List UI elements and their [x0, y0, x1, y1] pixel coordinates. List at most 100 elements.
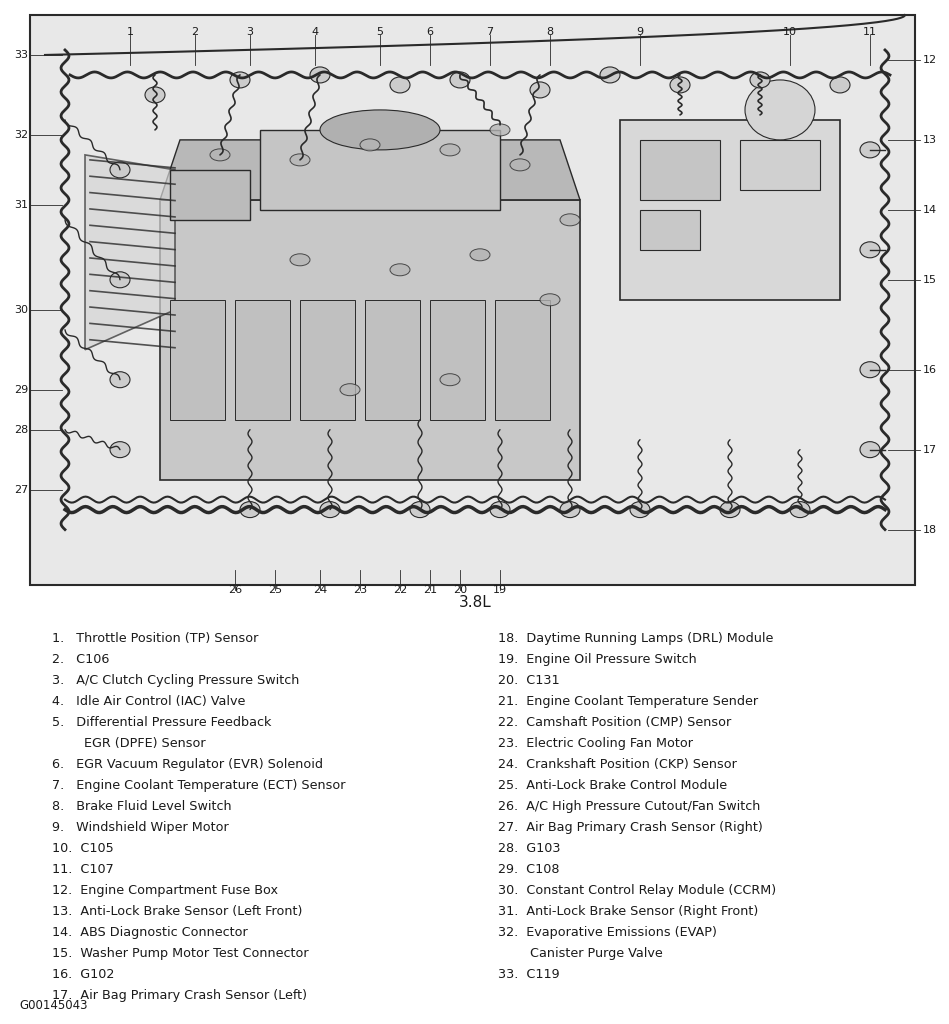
Text: 25.  Anti-Lock Brake Control Module: 25. Anti-Lock Brake Control Module	[498, 779, 727, 792]
Text: 3.   A/C Clutch Cycling Pressure Switch: 3. A/C Clutch Cycling Pressure Switch	[52, 674, 300, 687]
Ellipse shape	[110, 271, 130, 288]
Text: 4.   Idle Air Control (IAC) Valve: 4. Idle Air Control (IAC) Valve	[52, 694, 246, 708]
Text: EGR (DPFE) Sensor: EGR (DPFE) Sensor	[52, 737, 206, 750]
Text: Canister Purge Valve: Canister Purge Valve	[498, 947, 663, 961]
Text: 7: 7	[487, 27, 493, 37]
Ellipse shape	[540, 294, 560, 306]
Text: 21.  Engine Coolant Temperature Sender: 21. Engine Coolant Temperature Sender	[498, 694, 758, 708]
Ellipse shape	[530, 82, 550, 98]
Text: 6: 6	[426, 27, 434, 37]
Ellipse shape	[450, 72, 470, 88]
Ellipse shape	[145, 87, 165, 103]
Ellipse shape	[410, 502, 430, 517]
Text: 26.  A/C High Pressure Cutout/Fan Switch: 26. A/C High Pressure Cutout/Fan Switch	[498, 800, 760, 813]
Bar	[640, 210, 700, 250]
Text: 13.  Anti-Lock Brake Sensor (Left Front): 13. Anti-Lock Brake Sensor (Left Front)	[52, 905, 303, 919]
Ellipse shape	[860, 142, 880, 158]
Text: 3.8L: 3.8L	[458, 595, 492, 609]
Text: 4: 4	[311, 27, 319, 37]
Text: 22: 22	[393, 585, 407, 595]
Ellipse shape	[745, 80, 815, 140]
Text: 24: 24	[313, 585, 327, 595]
Text: 23.  Electric Cooling Fan Motor: 23. Electric Cooling Fan Motor	[498, 737, 693, 750]
Ellipse shape	[830, 77, 850, 93]
Text: 12: 12	[923, 55, 937, 65]
Text: 22.  Camshaft Position (CMP) Sensor: 22. Camshaft Position (CMP) Sensor	[498, 716, 732, 729]
Text: 11: 11	[863, 27, 877, 37]
Text: 16.  G102: 16. G102	[52, 968, 115, 981]
Text: 14: 14	[923, 205, 937, 215]
Ellipse shape	[560, 502, 580, 517]
Bar	[430, 300, 485, 420]
Ellipse shape	[750, 72, 770, 88]
Text: 17.  Air Bag Primary Crash Sensor (Left): 17. Air Bag Primary Crash Sensor (Left)	[52, 989, 307, 1002]
Text: 27: 27	[13, 484, 28, 495]
Ellipse shape	[110, 162, 130, 178]
Text: 29.  C108: 29. C108	[498, 863, 560, 876]
Bar	[235, 300, 290, 420]
Text: 7.   Engine Coolant Temperature (ECT) Sensor: 7. Engine Coolant Temperature (ECT) Sens…	[52, 779, 345, 792]
Bar	[170, 170, 250, 220]
Text: 15: 15	[923, 274, 937, 285]
Text: 30: 30	[14, 305, 28, 314]
Text: 31.  Anti-Lock Brake Sensor (Right Front): 31. Anti-Lock Brake Sensor (Right Front)	[498, 905, 758, 919]
Text: 2: 2	[192, 27, 198, 37]
Ellipse shape	[560, 214, 580, 226]
Ellipse shape	[360, 139, 380, 151]
Text: 10: 10	[783, 27, 797, 37]
Text: 10.  C105: 10. C105	[52, 842, 114, 855]
Text: 19.  Engine Oil Pressure Switch: 19. Engine Oil Pressure Switch	[498, 652, 697, 666]
Text: 11.  C107: 11. C107	[52, 863, 114, 876]
Text: 6.   EGR Vacuum Regulator (EVR) Solenoid: 6. EGR Vacuum Regulator (EVR) Solenoid	[52, 758, 324, 771]
Ellipse shape	[210, 148, 230, 161]
Ellipse shape	[310, 67, 330, 83]
Ellipse shape	[320, 110, 440, 150]
Ellipse shape	[390, 264, 410, 275]
Ellipse shape	[490, 502, 510, 517]
Bar	[160, 200, 580, 479]
Text: 33: 33	[14, 50, 28, 60]
Text: 32: 32	[14, 130, 28, 140]
Polygon shape	[160, 140, 580, 200]
Ellipse shape	[390, 77, 410, 93]
Ellipse shape	[110, 372, 130, 388]
Text: 1: 1	[126, 27, 134, 37]
Text: 9: 9	[637, 27, 643, 37]
Text: 15.  Washer Pump Motor Test Connector: 15. Washer Pump Motor Test Connector	[52, 947, 308, 961]
Text: G00145043: G00145043	[19, 998, 87, 1012]
Text: 33.  C119: 33. C119	[498, 968, 560, 981]
Bar	[170, 300, 225, 420]
Text: 18.  Daytime Running Lamps (DRL) Module: 18. Daytime Running Lamps (DRL) Module	[498, 632, 773, 645]
Ellipse shape	[670, 77, 690, 93]
Bar	[640, 140, 720, 200]
Bar	[365, 300, 420, 420]
Text: 28.  G103: 28. G103	[498, 842, 561, 855]
Text: 17: 17	[923, 444, 937, 455]
Ellipse shape	[320, 502, 340, 517]
Text: 9.   Windshield Wiper Motor: 9. Windshield Wiper Motor	[52, 821, 229, 834]
Ellipse shape	[110, 441, 130, 458]
Text: 5: 5	[377, 27, 383, 37]
Ellipse shape	[470, 249, 490, 261]
Text: 16: 16	[923, 365, 937, 375]
Text: 2.   C106: 2. C106	[52, 652, 109, 666]
Text: 3: 3	[247, 27, 253, 37]
Ellipse shape	[860, 441, 880, 458]
Text: 13: 13	[923, 135, 937, 144]
Ellipse shape	[630, 502, 650, 517]
Text: 25: 25	[268, 585, 282, 595]
Ellipse shape	[230, 72, 250, 88]
Text: 12.  Engine Compartment Fuse Box: 12. Engine Compartment Fuse Box	[52, 884, 278, 897]
Polygon shape	[85, 155, 175, 350]
Ellipse shape	[340, 384, 360, 395]
Text: 18: 18	[923, 524, 937, 535]
Text: 30.  Constant Control Relay Module (CCRM): 30. Constant Control Relay Module (CCRM)	[498, 884, 776, 897]
Bar	[620, 120, 840, 300]
Text: 27.  Air Bag Primary Crash Sensor (Right): 27. Air Bag Primary Crash Sensor (Right)	[498, 821, 763, 834]
Ellipse shape	[860, 242, 880, 258]
Text: 29: 29	[13, 385, 28, 394]
Ellipse shape	[440, 144, 460, 156]
Bar	[300, 300, 355, 420]
Ellipse shape	[510, 159, 530, 171]
Ellipse shape	[290, 154, 310, 166]
